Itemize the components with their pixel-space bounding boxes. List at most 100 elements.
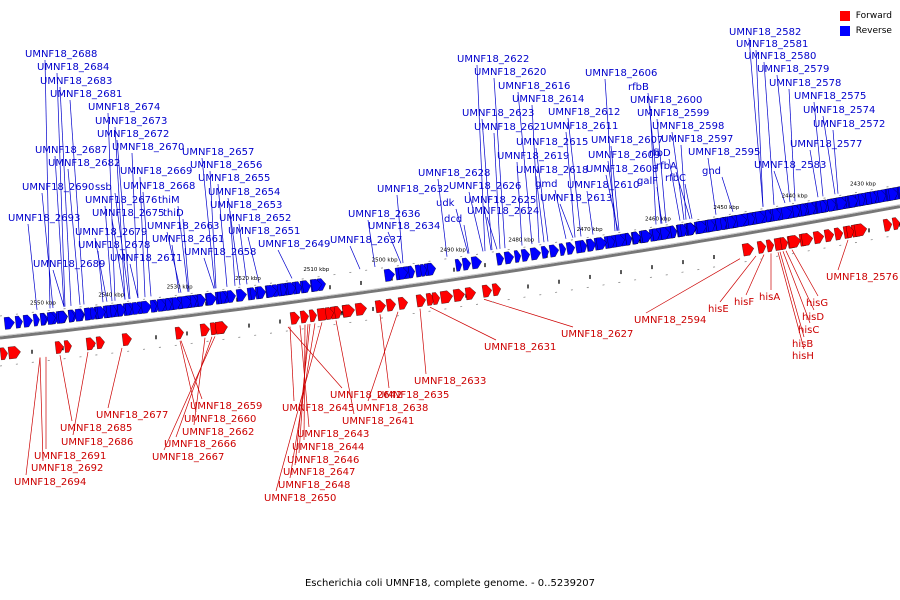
forward-gene <box>439 290 453 304</box>
label-leader-line <box>649 105 657 225</box>
reverse-gene-label: UMNF18_2688 <box>25 49 97 60</box>
reverse-gene-label: UMNF18_2607 <box>591 135 663 146</box>
reverse-gene-label: UMNF18_2616 <box>498 81 570 92</box>
reverse-gene <box>529 247 541 261</box>
forward-gene-label: UMNF18_2694 <box>14 477 86 488</box>
kbp-label: 2490 kbp <box>440 248 466 254</box>
reverse-gene-label: UMNF18_2623 <box>462 108 534 119</box>
reverse-gene <box>819 200 828 213</box>
label-leader-line <box>27 223 38 310</box>
reverse-gene <box>558 243 567 256</box>
forward-gene <box>54 341 64 354</box>
reverse-gene-label: UMNF18_2653 <box>210 200 282 211</box>
reverse-gene-label: UMNF18_2609 <box>588 150 660 161</box>
reverse-gene-label: UMNF18_2622 <box>457 54 529 65</box>
reverse-gene-label: UMNF18_2690 <box>22 182 94 193</box>
label-leader-line <box>116 139 131 299</box>
forward-gene-label: hisG <box>806 298 828 309</box>
kbp-label: 2530 kbp <box>167 285 193 291</box>
gene-features <box>0 185 900 361</box>
label-leader-line <box>396 194 404 264</box>
label-leader-line <box>387 231 402 264</box>
reverse-gene-label: UMNF18_2580 <box>744 51 816 62</box>
forward-gene <box>385 298 396 312</box>
kbp-label: 2500 kbp <box>372 258 398 264</box>
reverse-gene-label: UMNF18_2661 <box>152 234 224 245</box>
forward-gene-label: UMNF18_2633 <box>414 376 486 387</box>
forward-gene-label: UMNF18_2662 <box>182 427 254 438</box>
legend-reverse-label: Reverse <box>855 25 892 36</box>
reverse-gene <box>548 244 559 258</box>
label-leader-line <box>289 323 316 479</box>
reverse-gene <box>857 193 866 207</box>
reverse-gene <box>310 278 322 292</box>
reverse-gene-label: UMNF18_2663 <box>147 221 219 232</box>
label-leader-line <box>707 157 717 215</box>
gene-labels: UMNF18_2688 UMNF18_2684 UMNF18_2683 UMNF18_… <box>8 27 898 504</box>
reverse-gene <box>286 282 296 296</box>
forward-gene-label: UMNF18_2631 <box>484 342 556 353</box>
kbp-label: 2470 kbp <box>577 227 603 233</box>
forward-gene-label: UMNF18_2650 <box>264 493 336 504</box>
forward-gene-label: hisA <box>759 292 780 303</box>
forward-gene-label: UMNF18_2647 <box>283 467 355 478</box>
reverse-gene-label: galF <box>637 176 658 187</box>
label-leader-line <box>516 161 523 246</box>
reverse-gene-label: thiD <box>163 208 184 219</box>
forward-gene-label: UMNF18_2691 <box>34 451 106 462</box>
reverse-gene <box>565 242 576 255</box>
label-leader-line <box>745 254 765 296</box>
reverse-gene-label: UMNF18_2669 <box>120 166 192 177</box>
reverse-gene <box>624 232 633 246</box>
label-leader-line <box>719 255 757 303</box>
reverse-gene <box>806 202 817 216</box>
reverse-swatch <box>839 25 850 36</box>
forward-gene-label: UMNF18_2685 <box>60 423 132 434</box>
label-leader-line <box>822 115 836 195</box>
reverse-gene <box>96 306 106 319</box>
label-leader-line <box>335 320 355 415</box>
backbone-highlight <box>0 204 900 337</box>
legend-forward-label: Forward <box>855 10 892 21</box>
reverse-gene-label: UMNF18_2625 <box>464 195 536 206</box>
label-leader-line <box>517 91 533 245</box>
kbp-label: 2450 kbp <box>713 205 739 211</box>
forward-gene-label: hisD <box>802 312 824 323</box>
forward-gene-label: UMNF18_2645 <box>282 403 354 414</box>
forward-gene <box>800 233 814 247</box>
label-leader-line <box>535 175 545 243</box>
label-leader-line <box>59 355 73 422</box>
reverse-gene <box>116 303 126 317</box>
label-leader-line <box>748 37 764 207</box>
label-leader-line <box>193 337 206 426</box>
reverse-gene <box>799 203 808 217</box>
label-leader-line <box>791 249 819 297</box>
reverse-gene <box>695 221 708 234</box>
reverse-gene-label: UMNF18_2608 <box>586 164 658 175</box>
forward-gene <box>787 235 802 249</box>
label-leader-line <box>493 77 506 249</box>
reverse-gene-label: UMNF18_2599 <box>637 108 709 119</box>
reverse-gene-label: gnd <box>702 166 721 177</box>
reverse-gene <box>89 307 97 320</box>
label-leader-line <box>131 152 139 299</box>
forward-gene <box>823 229 835 243</box>
label-leader-line <box>367 311 399 402</box>
reverse-gene-label: UMNF18_2575 <box>794 91 866 102</box>
reverse-gene <box>764 209 773 223</box>
reverse-gene <box>847 195 859 208</box>
reverse-gene-label: UMNF18_2673 <box>95 116 167 127</box>
label-leader-line <box>605 174 619 231</box>
forward-gene <box>464 287 476 301</box>
forward-gene <box>341 304 355 318</box>
forward-gene-label: UMNF18_2627 <box>561 329 633 340</box>
label-leader-line <box>721 176 734 212</box>
reverse-gene <box>205 292 217 306</box>
label-leader-line <box>177 205 189 292</box>
forward-gene <box>779 237 789 250</box>
forward-swatch <box>839 10 850 21</box>
reverse-gene <box>294 281 302 295</box>
label-leader-line <box>349 245 361 270</box>
forward-gene-label: UMNF18_2667 <box>152 452 224 463</box>
label-leader-line <box>107 112 116 301</box>
